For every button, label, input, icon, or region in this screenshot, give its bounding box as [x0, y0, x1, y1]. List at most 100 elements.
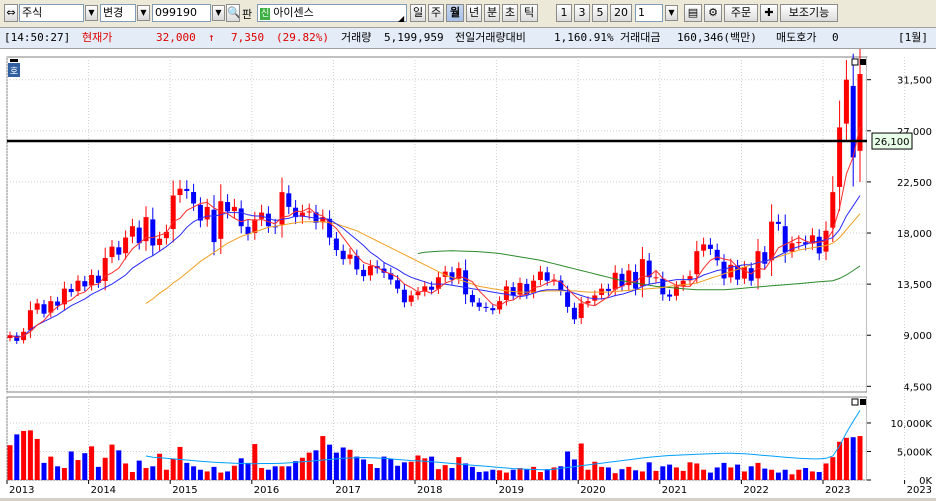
candle-body: [157, 238, 163, 245]
add-icon[interactable]: ✚: [760, 4, 778, 22]
stock-name-field[interactable]: 신 아이센스: [257, 4, 407, 22]
toolbar: ⇔ 주식 ▼ 변경 ▼ 099190 ▼ 🔍 판 신 아이센스 ◢ 일 주 월 년…: [0, 0, 936, 28]
volume-bar: [136, 460, 142, 480]
market-dropdown-icon[interactable]: ▼: [85, 5, 98, 21]
candle-body: [673, 286, 679, 296]
volume-bar: [116, 450, 122, 480]
volume-bar: [293, 461, 299, 480]
volume-bar: [41, 462, 47, 480]
volume-bar: [782, 469, 788, 480]
code-type-label: 판: [242, 8, 253, 21]
save-icon[interactable]: ▤: [684, 4, 702, 22]
chart-area: 31,500 27,000 22,500 18,000 13,500 9,000 4,500…: [0, 39, 936, 498]
candle-body: [129, 226, 135, 237]
candle-body: [55, 301, 61, 306]
candle-body: [578, 303, 584, 319]
volume-bar: [449, 468, 455, 480]
candle-body: [293, 207, 299, 218]
volume-close-icon[interactable]: [860, 399, 866, 405]
volume-bar: [361, 459, 367, 480]
x-tick-label: 2019: [499, 485, 524, 496]
candle-body: [816, 236, 822, 254]
candle-body: [429, 286, 435, 290]
volume-bar: [102, 457, 108, 480]
period-week-button[interactable]: 주: [428, 4, 444, 22]
period-day-button[interactable]: 일: [410, 4, 426, 22]
candle-body: [667, 294, 673, 297]
minimize-bar-icon[interactable]: [10, 59, 18, 62]
volume-bar: [265, 469, 271, 480]
candle-body: [177, 188, 183, 195]
period-tick-button[interactable]: 틱: [520, 4, 538, 22]
ask-label: 매도호가: [776, 31, 817, 44]
period-year-button[interactable]: 년: [466, 4, 482, 22]
volume-label: 거래량: [341, 31, 372, 44]
aux-function-button[interactable]: 보조기능: [780, 4, 838, 22]
count-input[interactable]: 1: [635, 4, 663, 22]
period-second-button[interactable]: 초: [502, 4, 518, 22]
candle-body: [109, 246, 115, 258]
interval-1-button[interactable]: 1: [556, 4, 572, 22]
volume-bar: [279, 466, 285, 480]
candle-body: [544, 272, 550, 281]
price-maximize-icon[interactable]: [851, 58, 859, 66]
order-button[interactable]: 주문: [724, 4, 758, 22]
code-dropdown-icon[interactable]: ▼: [212, 5, 225, 21]
interval-3-button[interactable]: 3: [574, 4, 590, 22]
search-icon[interactable]: 🔍: [226, 4, 240, 22]
volume-bar: [558, 466, 564, 480]
market-select[interactable]: 주식: [19, 4, 84, 22]
volume-bar: [694, 463, 700, 480]
candle-body: [639, 259, 645, 287]
volume-bar: [707, 472, 713, 480]
count-dropdown-icon[interactable]: ▼: [665, 5, 678, 21]
interval-5-button[interactable]: 5: [592, 4, 608, 22]
x-tick-label: 2018: [417, 485, 442, 496]
volume-bar: [612, 473, 618, 480]
candle-body: [170, 195, 176, 229]
panel-badge[interactable]: [8, 63, 20, 77]
candle-body: [34, 303, 40, 310]
candle-body: [524, 283, 530, 295]
candle-body: [843, 79, 849, 124]
volume-bar: [157, 453, 163, 480]
new-badge: 신: [260, 8, 271, 20]
x-tick-label: 2021: [662, 485, 687, 496]
gear-icon[interactable]: ⚙: [704, 4, 722, 22]
volume-maximize-icon[interactable]: [851, 398, 859, 406]
toggle-arrows-icon[interactable]: ⇔: [4, 4, 18, 22]
volume-bar: [619, 469, 625, 480]
hline-label: 26,100: [875, 137, 910, 148]
candle-body: [143, 217, 149, 242]
price-close-icon[interactable]: [860, 59, 866, 65]
candle-body: [435, 277, 441, 289]
mode-dropdown-icon[interactable]: ▼: [137, 5, 150, 21]
candle-body: [456, 268, 462, 279]
candle-body: [231, 206, 237, 212]
candle-body: [265, 213, 271, 227]
candle-body: [755, 251, 761, 279]
volume-bar: [551, 467, 557, 480]
candle-body: [361, 269, 367, 277]
mode-select[interactable]: 변경: [100, 4, 136, 22]
volume-bar: [803, 468, 809, 480]
volume-bar: [476, 472, 482, 480]
period-month-button[interactable]: 월: [446, 4, 464, 22]
code-input[interactable]: 099190: [152, 4, 211, 22]
volume-bar: [490, 469, 496, 480]
axis-area: [867, 57, 936, 481]
volume-bar: [673, 467, 679, 480]
volume-bar: [667, 464, 673, 480]
interval-20-button[interactable]: 20: [610, 4, 632, 22]
candle-body: [225, 202, 231, 212]
volume-bar: [578, 443, 584, 480]
volume-bar: [340, 447, 346, 480]
candle-body: [592, 295, 598, 301]
x-tick-label: 2023: [825, 485, 850, 496]
price-tick-label: 4,500: [903, 382, 932, 393]
volume-bar: [639, 471, 645, 480]
volume-bar: [401, 462, 407, 480]
candle-body: [395, 280, 401, 289]
volume-bar: [503, 472, 509, 480]
period-minute-button[interactable]: 분: [484, 4, 500, 22]
